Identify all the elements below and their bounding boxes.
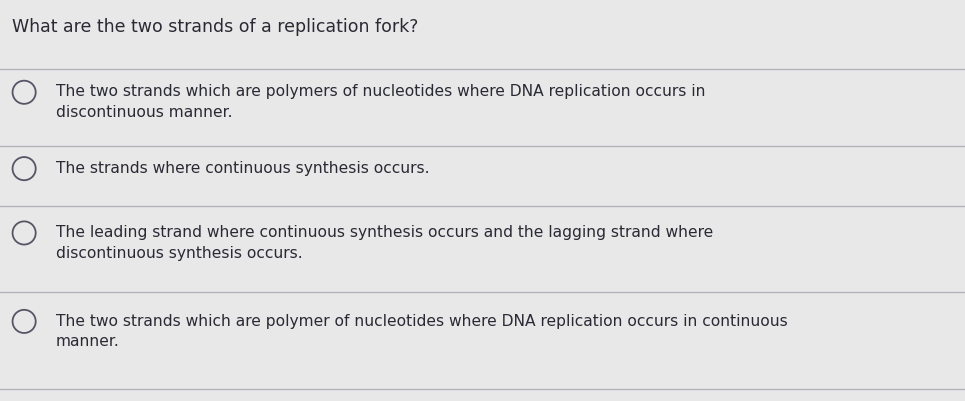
Text: The two strands which are polymer of nucleotides where DNA replication occurs in: The two strands which are polymer of nuc…	[56, 313, 787, 348]
Text: What are the two strands of a replication fork?: What are the two strands of a replicatio…	[12, 18, 418, 36]
Text: The two strands which are polymers of nucleotides where DNA replication occurs i: The two strands which are polymers of nu…	[56, 84, 705, 119]
Text: The strands where continuous synthesis occurs.: The strands where continuous synthesis o…	[56, 160, 429, 175]
Text: The leading strand where continuous synthesis occurs and the lagging strand wher: The leading strand where continuous synt…	[56, 225, 713, 260]
